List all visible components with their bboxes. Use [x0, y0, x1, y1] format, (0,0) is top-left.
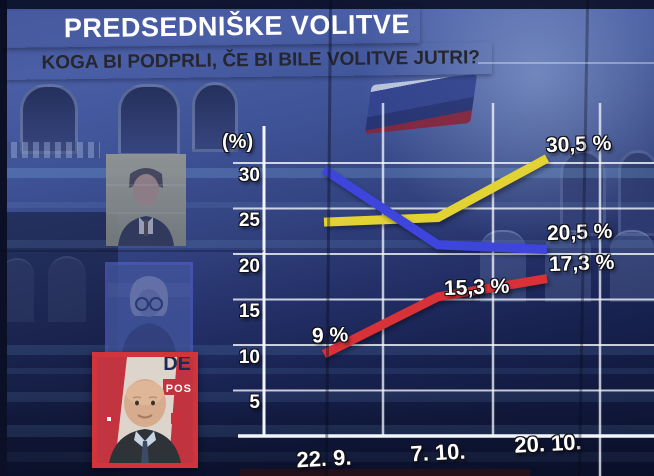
- data-label-red-end: 17,3 %: [548, 250, 615, 277]
- candidate-photo-3: DE POS: [92, 352, 198, 468]
- backdrop-text-fragment: POS: [165, 383, 192, 395]
- videowall-left-edge: [0, 0, 7, 476]
- candidate-3-portrait: [97, 357, 193, 463]
- data-label-red-start: 9 %: [311, 323, 349, 348]
- y-tick-30: 30: [238, 165, 260, 186]
- building-arch: [610, 230, 654, 302]
- title-banner: PREDSEDNIŠKE VOLITVE: [6, 6, 420, 48]
- y-tick-25: 25: [238, 210, 260, 231]
- y-tick-15: 15: [238, 301, 260, 322]
- data-label-red-mid: 15,3 %: [443, 274, 510, 301]
- building-window: [618, 150, 654, 236]
- building-window: [20, 84, 78, 154]
- photo-blue-tint: [108, 265, 190, 353]
- building-arch: [545, 230, 591, 302]
- subtitle-banner: KOGA BI PODPRLI, ČE BI BILE VOLITVE JUTR…: [6, 42, 492, 80]
- x-tick-20-10: 20. 10.: [513, 429, 583, 458]
- series-line-yellow-candidate: [323, 154, 550, 227]
- photo-blue-tint: [106, 154, 186, 246]
- building-window: [192, 82, 238, 152]
- candidate-photo-1: [106, 154, 186, 246]
- y-tick-10: 10: [238, 347, 260, 368]
- y-axis-unit-label: (%): [222, 131, 254, 153]
- y-tick-5: 5: [249, 392, 260, 413]
- data-label-yellow-end: 30,5 %: [545, 131, 612, 158]
- x-tick-7-10: 7. 10.: [409, 438, 467, 467]
- data-label-blue-end: 20,5 %: [546, 219, 613, 246]
- glare-streak: [0, 202, 654, 208]
- page-subtitle: KOGA BI PODPRLI, ČE BI BILE VOLITVE JUTR…: [41, 47, 481, 74]
- series-line-blue-candidate: [321, 165, 548, 254]
- y-tick-20: 20: [238, 256, 260, 277]
- x-tick-22-9: 22. 9.: [295, 444, 353, 473]
- videowall-top-edge: [0, 0, 654, 9]
- glare-streak: [0, 368, 654, 374]
- studio-floor-edge: [240, 469, 530, 476]
- building-window: [560, 150, 606, 236]
- candidate-2-portrait: [108, 265, 190, 353]
- backdrop-text-fragment: DE: [163, 353, 191, 375]
- series-line-red-candidate: [321, 274, 548, 359]
- glare-streak: [0, 240, 654, 248]
- candidate-1-portrait: [106, 154, 186, 246]
- building-balustrade: [0, 142, 100, 158]
- page-title: PREDSEDNIŠKE VOLITVE: [63, 9, 411, 44]
